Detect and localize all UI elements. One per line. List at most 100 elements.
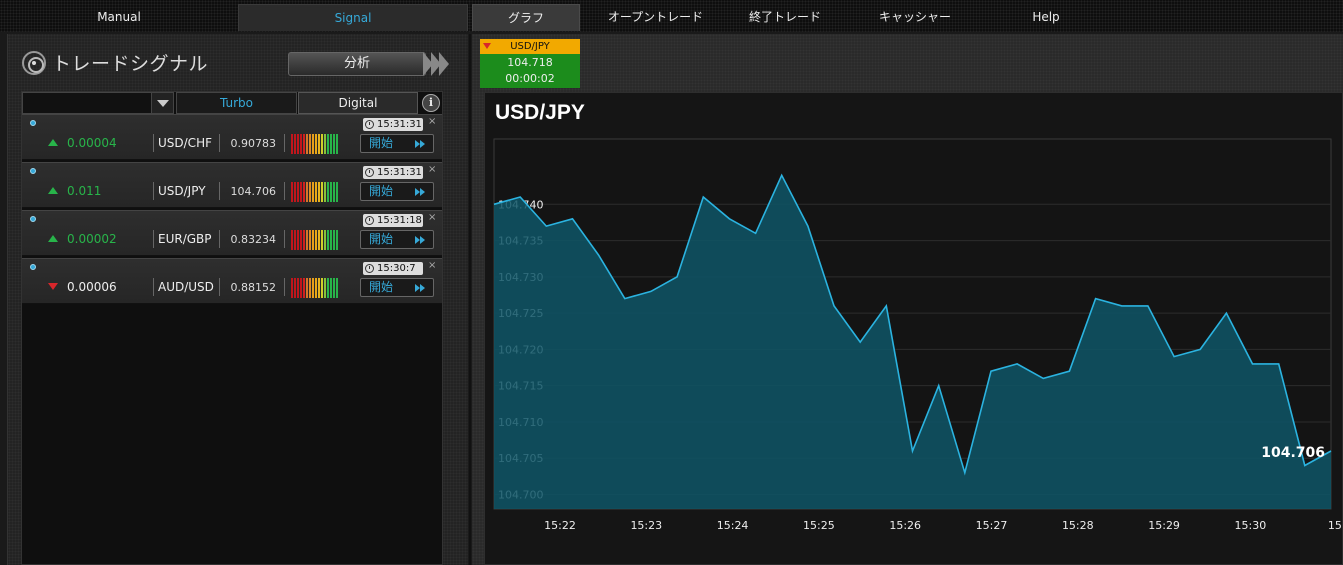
signal-panel-header: トレードシグナル xyxy=(22,49,208,76)
status-dot xyxy=(30,120,36,126)
tab-digital[interactable]: Digital xyxy=(298,92,418,114)
last-price-label: 104.706 xyxy=(1261,445,1325,461)
fast-forward-icon xyxy=(415,236,427,244)
chevron-right-icon xyxy=(431,52,441,76)
x-tick-label: 15:29 xyxy=(1148,519,1180,532)
strength-bar: #c0161c xyxy=(294,134,296,154)
price-ticker[interactable]: USD/JPY 104.718 00:00:02 xyxy=(480,39,580,88)
strength-bar: #c0161c xyxy=(300,230,302,250)
strength-bar: #e08c22 xyxy=(309,134,311,154)
chevron-right-icon xyxy=(423,52,433,76)
strength-bar: #c0161c xyxy=(297,182,299,202)
strength-bar: #c0161c xyxy=(294,230,296,250)
chevron-down-icon[interactable] xyxy=(151,93,173,113)
start-button[interactable]: 開始 xyxy=(360,230,434,249)
x-tick-label: 15:28 xyxy=(1062,519,1094,532)
start-button[interactable]: 開始 xyxy=(360,134,434,153)
ticker-price: 104.718 xyxy=(507,56,553,69)
divider xyxy=(153,230,154,248)
signal-symbol: EUR/GBP xyxy=(158,232,212,246)
strength-bar: #c0161c xyxy=(297,230,299,250)
clock-icon xyxy=(365,120,374,129)
radar-icon xyxy=(22,50,46,75)
strength-bar: #e89e1a xyxy=(312,134,314,154)
signal-strength-meter: #c0161c#c0161c#c0161c#c0161c#d02020#d874… xyxy=(291,230,338,250)
divider xyxy=(153,134,154,152)
tab-turbo[interactable]: Turbo xyxy=(176,92,297,114)
strength-bar: #c0161c xyxy=(291,278,293,298)
close-icon[interactable]: × xyxy=(428,260,437,271)
tab-open-trades[interactable]: オープントレード xyxy=(607,10,704,24)
close-icon[interactable]: × xyxy=(428,116,437,127)
ticker-symbol-bar: USD/JPY xyxy=(480,39,580,54)
x-tick-label: 15:25 xyxy=(803,519,835,532)
top-navigation: Manual Signal グラフ オープントレード 終了トレード キャッシャー… xyxy=(0,0,1343,32)
signal-time: 15:31:18 xyxy=(363,214,423,227)
strength-bar: #28b44a xyxy=(327,134,329,154)
signal-delta: 0.00004 xyxy=(67,136,117,150)
arrow-up-icon xyxy=(48,139,58,146)
ticker-values: 104.718 00:00:02 xyxy=(480,54,580,88)
strength-bar: #c0161c xyxy=(291,230,293,250)
close-icon[interactable]: × xyxy=(428,212,437,223)
signal-delta: 0.00002 xyxy=(67,232,117,246)
tab-manual[interactable]: Manual xyxy=(97,10,141,24)
tab-graph[interactable]: グラフ xyxy=(472,4,580,31)
signal-strength-meter: #c0161c#c0161c#c0161c#c0161c#d02020#d874… xyxy=(291,278,338,298)
divider xyxy=(284,134,285,152)
start-button[interactable]: 開始 xyxy=(360,182,434,201)
start-button[interactable]: 開始 xyxy=(360,278,434,297)
strength-bar: #d02020 xyxy=(303,134,305,154)
tab-cashier[interactable]: キャッシャー xyxy=(878,10,951,24)
divider xyxy=(284,182,285,200)
chart-svg: 104.740104.735104.730104.725104.720104.7… xyxy=(493,138,1343,532)
strength-bar: #28b44a xyxy=(327,182,329,202)
signal-panel: トレードシグナル 分析 Turbo Digital i 15:31:31 × 0… xyxy=(7,34,468,565)
analyze-button[interactable]: 分析 xyxy=(288,52,426,76)
strength-bar: #c0161c xyxy=(294,182,296,202)
start-button-label: 開始 xyxy=(369,184,394,198)
signal-time: 15:31:31 xyxy=(363,118,423,131)
signal-strength-meter: #c0161c#c0161c#c0161c#c0161c#d02020#d874… xyxy=(291,182,338,202)
strength-bar: #e89e1a xyxy=(312,278,314,298)
strength-bar: #d8742a xyxy=(306,134,308,154)
strength-bar: #28b44a xyxy=(330,134,332,154)
tab-help[interactable]: Help xyxy=(1032,10,1060,24)
clock-icon xyxy=(365,168,374,177)
panel-divider xyxy=(469,34,471,565)
strength-bar: #e8a818 xyxy=(315,182,317,202)
signal-row: 15:31:31 × 0.00004 USD/CHF 0.90783 #c016… xyxy=(22,114,442,160)
tab-closed-trades[interactable]: 終了トレード xyxy=(748,10,821,24)
strength-bar: #88c23a xyxy=(324,278,326,298)
signal-row: 15:31:18 × 0.00002 EUR/GBP 0.83234 #c016… xyxy=(22,210,442,256)
strength-bar: #28b44a xyxy=(333,134,335,154)
strength-bar: #e08c22 xyxy=(309,278,311,298)
strength-bar: #28b44a xyxy=(336,182,338,202)
signal-panel-title: トレードシグナル xyxy=(52,53,209,75)
signal-time-value: 15:31:31 xyxy=(377,119,422,130)
strength-bar: #88c23a xyxy=(324,230,326,250)
signal-time: 15:30:7 xyxy=(363,262,423,275)
asset-select[interactable] xyxy=(22,92,174,114)
strength-bar: #28b44a xyxy=(336,230,338,250)
close-icon[interactable]: × xyxy=(428,164,437,175)
clock-icon xyxy=(365,264,374,273)
signal-delta: 0.011 xyxy=(67,184,102,198)
signal-symbol: USD/CHF xyxy=(158,136,212,150)
signal-time-value: 15:31:31 xyxy=(377,167,422,178)
tab-signal[interactable]: Signal xyxy=(238,4,468,31)
signal-table: Turbo Digital i 15:31:31 × 0.00004 USD/C… xyxy=(21,91,443,565)
strength-bar: #c0161c xyxy=(291,182,293,202)
x-tick-label: 15:30 xyxy=(1235,519,1267,532)
start-button-label: 開始 xyxy=(369,232,394,246)
strength-bar: #28b44a xyxy=(330,182,332,202)
strength-bar: #d02020 xyxy=(303,182,305,202)
strength-bar: #88c23a xyxy=(324,182,326,202)
x-tick-label: 15: xyxy=(1328,519,1342,532)
info-icon[interactable]: i xyxy=(422,94,440,112)
strength-bar: #c0161c xyxy=(300,134,302,154)
signal-row: 15:31:31 × 0.011 USD/JPY 104.706 #c0161c… xyxy=(22,162,442,208)
strength-bar: #e08c22 xyxy=(309,182,311,202)
arrow-up-icon xyxy=(48,235,58,242)
strength-bar: #e8a818 xyxy=(315,134,317,154)
